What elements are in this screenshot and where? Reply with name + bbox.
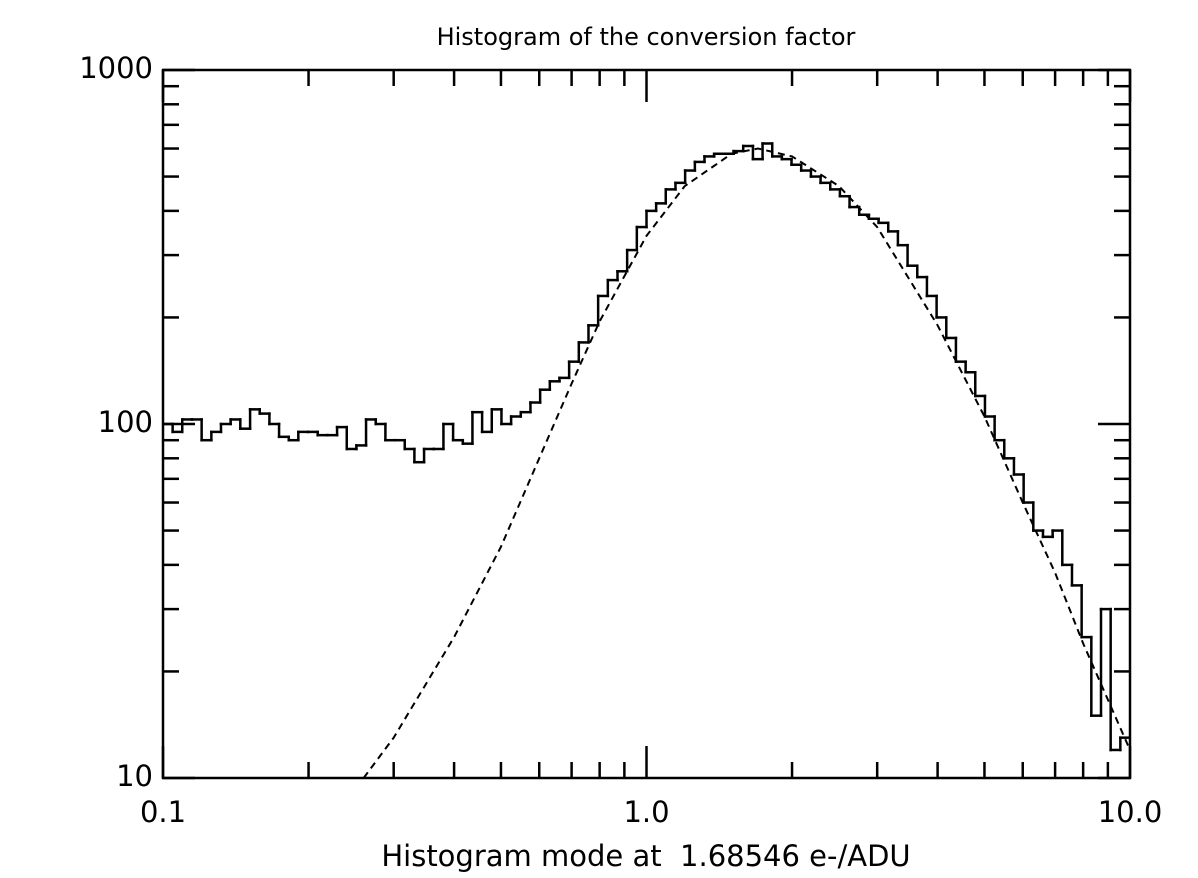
y-tick-label: 1000 <box>79 51 153 85</box>
y-tick-label: 10 <box>116 759 153 793</box>
plot-area <box>163 142 1130 778</box>
x-tick-label: 10.0 <box>1098 795 1163 829</box>
x-tick-label: 1.0 <box>623 795 669 829</box>
x-axis-label: Histogram mode at 1.68546 e-/ADU <box>381 839 910 873</box>
x-tick-label: 0.1 <box>140 795 186 829</box>
y-tick-label: 100 <box>98 405 153 439</box>
chart-title: Histogram of the conversion factor <box>437 23 856 51</box>
fit-curve <box>362 147 1130 778</box>
